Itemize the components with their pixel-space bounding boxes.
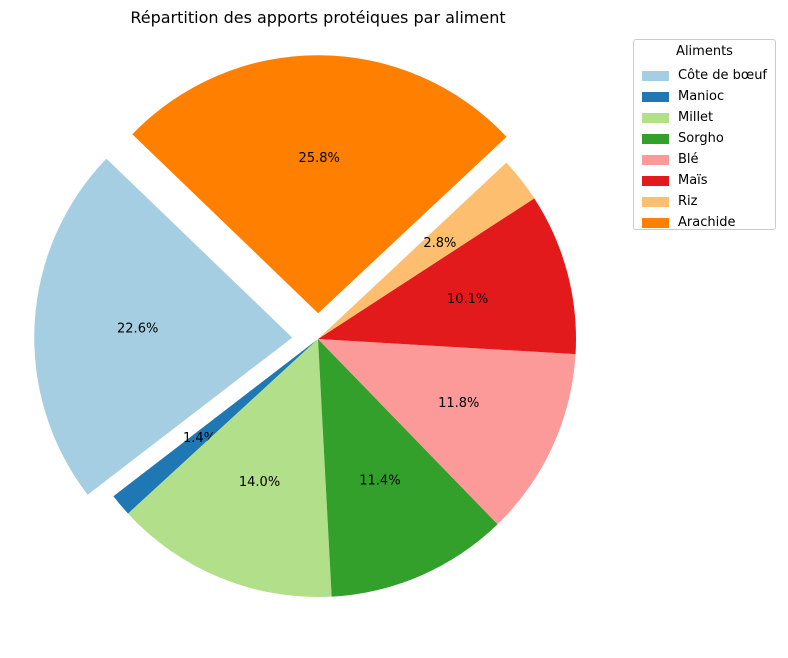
legend-swatch: [642, 217, 669, 228]
pie-label-mais: 10.1%: [447, 292, 488, 307]
pie-label-millet: 14.0%: [239, 475, 280, 490]
legend-item-cote-de-boeuf: Côte de bœuf: [642, 65, 767, 86]
pie-slice-arachide: [132, 55, 507, 314]
chart-title: Répartition des apports protéiques par a…: [130, 8, 506, 27]
legend-item-sorgho: Sorgho: [642, 128, 724, 149]
legend-swatch: [642, 133, 669, 144]
pie-label-sorgho: 11.4%: [359, 473, 400, 488]
legend-label: Manioc: [678, 89, 725, 104]
legend: Aliments Côte de bœuf Manioc Millet Sorgho B…: [633, 39, 776, 230]
legend-swatch: [642, 91, 669, 102]
pie-slice-cote-de-boeuf: [34, 158, 293, 495]
legend-swatch: [642, 154, 669, 165]
legend-title: Aliments: [676, 44, 733, 59]
legend-item-manioc: Manioc: [642, 86, 724, 107]
legend-item-riz: Riz: [642, 191, 697, 212]
pie-label-riz: 2.8%: [423, 236, 456, 251]
legend-item-arachide: Arachide: [642, 212, 735, 233]
pie-label-cote-de-boeuf: 22.6%: [117, 321, 158, 336]
legend-swatch: [642, 175, 669, 186]
legend-label: Maïs: [678, 173, 708, 188]
pie-label-ble: 11.8%: [438, 396, 479, 411]
legend-swatch: [642, 196, 669, 207]
legend-swatch: [642, 70, 669, 81]
legend-label: Arachide: [678, 215, 736, 230]
legend-label: Riz: [678, 194, 698, 209]
pie-slice-manioc: [113, 339, 318, 514]
pie-slice-ble: [318, 339, 576, 525]
pie-label-arachide: 25.8%: [299, 151, 340, 166]
pie-slice-sorgho: [318, 339, 498, 597]
legend-swatch: [642, 112, 669, 123]
pie-slice-millet: [128, 339, 332, 597]
legend-item-ble: Blé: [642, 149, 699, 170]
legend-label: Sorgho: [678, 131, 724, 146]
pie-slice-mais: [318, 198, 576, 355]
legend-item-millet: Millet: [642, 107, 713, 128]
pie-slice-riz: [318, 162, 535, 339]
legend-label: Côte de bœuf: [678, 68, 768, 83]
legend-item-mais: Maïs: [642, 170, 708, 191]
legend-label: Millet: [678, 110, 714, 125]
legend-label: Blé: [678, 152, 699, 167]
